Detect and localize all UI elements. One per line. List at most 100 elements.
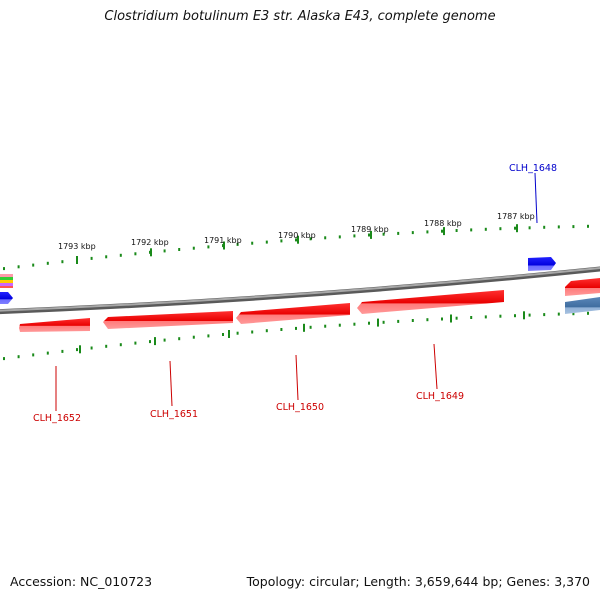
minor-tick xyxy=(338,235,341,239)
major-tick xyxy=(76,256,78,264)
genome-backbone-highlight xyxy=(0,267,600,312)
accession-text: Accession: NC_010723 xyxy=(10,574,153,589)
gene-label-CLH_1652[interactable]: CLH_1652 xyxy=(33,413,81,424)
minor-tick xyxy=(543,225,546,229)
minor-tick xyxy=(105,344,108,348)
minor-tick xyxy=(134,341,137,345)
minor-tick xyxy=(397,231,400,235)
major-tick xyxy=(443,227,445,236)
minor-tick xyxy=(3,267,5,271)
scale-label: 1791 kbp xyxy=(204,236,242,245)
minor-tick xyxy=(426,230,429,234)
minor-tick xyxy=(382,232,385,236)
scale-label: 1790 kbp xyxy=(278,231,316,240)
minor-tick xyxy=(192,246,195,250)
minor-tick xyxy=(192,335,195,339)
minor-tick xyxy=(324,324,327,328)
minor-tick xyxy=(484,315,487,319)
minor-tick xyxy=(499,314,502,318)
minor-tick xyxy=(572,225,575,229)
minor-tick xyxy=(338,323,341,327)
minor-tick xyxy=(426,318,429,322)
gene-label-CLH_1650[interactable]: CLH_1650 xyxy=(276,402,324,413)
minor-tick xyxy=(353,234,356,238)
major-tick xyxy=(223,241,225,250)
minor-tick xyxy=(251,330,254,334)
minor-tick xyxy=(265,329,268,333)
scale-label: 1793 kbp xyxy=(58,242,96,251)
minor-tick xyxy=(280,239,283,243)
minor-tick xyxy=(178,337,181,341)
gene-arrow-CLH_1650[interactable] xyxy=(236,303,350,324)
map-title: Clostridium botulinum E3 str. Alaska E43… xyxy=(104,9,496,24)
gene-label-CLH_1648[interactable]: CLH_1648 xyxy=(509,163,557,174)
minor-tick xyxy=(557,312,560,316)
minor-tick xyxy=(105,255,108,259)
scale-label: 1787 kbp xyxy=(497,212,535,221)
rna-gene-partial[interactable] xyxy=(565,297,600,314)
minor-tick xyxy=(207,334,210,338)
gene-label-CLH_1649[interactable]: CLH_1649 xyxy=(416,391,464,402)
minor-tick xyxy=(455,229,458,232)
minor-tick xyxy=(61,260,64,264)
minor-tick xyxy=(236,242,239,246)
minor-tick xyxy=(295,238,297,242)
minor-tick xyxy=(46,351,49,355)
gene-arrow-CLH_1651[interactable] xyxy=(103,311,233,329)
minor-tick xyxy=(134,252,137,256)
major-tick xyxy=(516,224,518,233)
leader-line-CLH_1651 xyxy=(169,360,173,407)
gene-arrow-CLH_1652[interactable] xyxy=(19,318,90,332)
major-tick xyxy=(370,230,372,239)
scale-label: 1788 kbp xyxy=(424,219,462,228)
minor-tick xyxy=(514,226,516,230)
minor-tick xyxy=(587,311,589,315)
minor-tick xyxy=(90,346,93,350)
minor-tick xyxy=(178,248,181,251)
minor-tick xyxy=(207,245,210,249)
minor-tick xyxy=(46,261,49,265)
leader-line-CLH_1649 xyxy=(433,343,438,390)
genome-stats-text: Topology: circular; Length: 3,659,644 bp… xyxy=(246,574,590,589)
minor-tick xyxy=(251,241,254,245)
minor-tick xyxy=(17,355,20,359)
minor-tick xyxy=(368,321,370,325)
minor-tick xyxy=(572,312,575,316)
minor-tick xyxy=(455,316,458,320)
major-tick xyxy=(450,314,452,323)
minor-tick xyxy=(309,237,312,241)
gene-arrow-CLH_1649[interactable] xyxy=(357,290,504,314)
minor-tick xyxy=(32,353,35,357)
minor-tick xyxy=(441,229,443,233)
minor-tick xyxy=(499,227,502,231)
minor-tick xyxy=(265,240,268,244)
minor-tick xyxy=(411,319,414,322)
minor-tick xyxy=(441,317,443,321)
minor-tick xyxy=(309,325,312,329)
minor-tick xyxy=(353,322,356,326)
minor-tick xyxy=(90,256,93,260)
gene-arrow-reverse-partial[interactable] xyxy=(565,278,600,296)
gene-arrow-forward[interactable] xyxy=(0,292,13,304)
minor-tick xyxy=(324,236,327,240)
minor-tick xyxy=(163,338,166,342)
minor-tick xyxy=(76,348,78,352)
outer-scale-ticks xyxy=(3,224,589,271)
minor-tick xyxy=(397,319,400,323)
minor-tick xyxy=(587,224,589,228)
minor-tick xyxy=(17,265,20,269)
minor-tick xyxy=(295,326,297,330)
gene-arrow-CLH_1648[interactable] xyxy=(528,257,556,271)
major-tick xyxy=(79,345,81,354)
minor-tick xyxy=(32,263,35,267)
minor-tick xyxy=(557,225,560,229)
minor-tick xyxy=(382,320,385,324)
gene-label-CLH_1651[interactable]: CLH_1651 xyxy=(150,409,198,420)
major-tick xyxy=(303,323,305,332)
minor-tick xyxy=(484,227,487,231)
inner-scale-ticks xyxy=(3,311,589,361)
minor-tick xyxy=(119,343,122,347)
major-tick xyxy=(377,318,379,327)
minor-tick xyxy=(528,313,531,317)
